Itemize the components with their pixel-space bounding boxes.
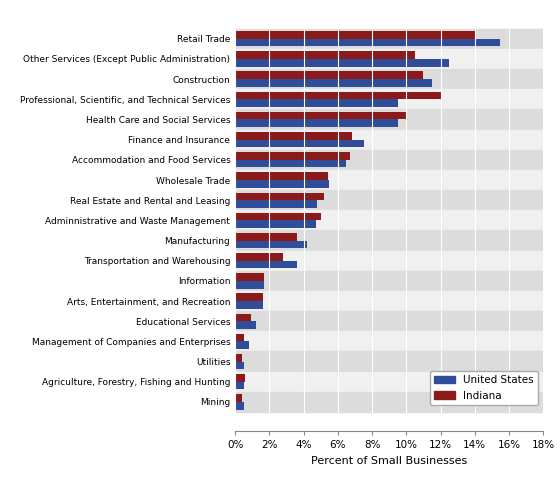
Bar <box>235 220 316 228</box>
Bar <box>235 354 242 362</box>
Bar <box>235 251 543 271</box>
Bar <box>235 233 297 240</box>
Bar <box>235 213 321 220</box>
Bar <box>235 71 423 79</box>
Bar <box>235 314 250 321</box>
Bar <box>235 253 283 261</box>
Bar <box>235 79 432 87</box>
Bar <box>235 152 350 160</box>
Bar <box>235 69 543 89</box>
Bar <box>235 190 543 210</box>
Bar <box>235 51 415 59</box>
Bar <box>235 362 244 369</box>
Bar <box>235 140 363 148</box>
Bar <box>235 291 543 311</box>
X-axis label: Percent of Small Businesses: Percent of Small Businesses <box>311 456 468 466</box>
Bar <box>235 230 543 251</box>
Bar <box>235 331 543 352</box>
Bar <box>235 119 398 127</box>
Bar <box>235 273 264 281</box>
Bar <box>235 374 245 382</box>
Bar <box>235 200 318 208</box>
Bar <box>235 59 449 67</box>
Bar <box>235 321 256 329</box>
Bar <box>235 99 398 107</box>
Bar <box>235 150 543 170</box>
Bar <box>235 172 328 180</box>
Bar <box>235 342 249 349</box>
Bar <box>235 89 543 109</box>
Bar <box>235 130 543 150</box>
Bar <box>235 372 543 392</box>
Bar <box>235 271 543 291</box>
Bar <box>235 109 543 130</box>
Bar <box>235 392 543 412</box>
Legend: United States, Indiana: United States, Indiana <box>430 371 538 405</box>
Bar <box>235 49 543 69</box>
Bar <box>235 31 475 39</box>
Bar <box>235 301 263 308</box>
Bar <box>235 180 329 188</box>
Bar <box>235 39 501 46</box>
Bar <box>235 160 347 168</box>
Bar <box>235 281 264 288</box>
Bar <box>235 29 543 49</box>
Bar <box>235 293 263 301</box>
Bar <box>235 91 441 99</box>
Bar <box>235 112 407 119</box>
Bar <box>235 132 352 140</box>
Bar <box>235 193 324 200</box>
Bar <box>235 382 244 389</box>
Bar <box>235 402 244 410</box>
Bar <box>235 170 543 190</box>
Bar <box>235 334 244 342</box>
Bar <box>235 261 297 268</box>
Bar <box>235 394 242 402</box>
Bar <box>235 210 543 230</box>
Bar <box>235 240 307 248</box>
Bar <box>235 352 543 372</box>
Bar <box>235 311 543 331</box>
